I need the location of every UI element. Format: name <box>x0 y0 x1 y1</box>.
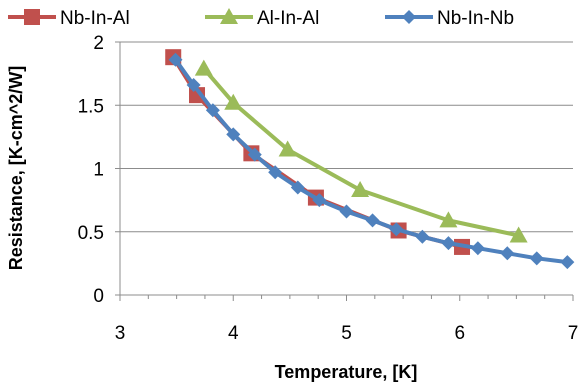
legend-marker <box>220 8 238 24</box>
data-point <box>470 241 485 256</box>
legend-item: Nb-In-Nb <box>385 8 514 29</box>
data-point <box>529 251 544 266</box>
y-tick-label: 0 <box>93 286 104 307</box>
x-tick-label: 3 <box>115 323 126 344</box>
data-point <box>268 165 283 180</box>
data-point <box>500 246 515 261</box>
x-tick-label: 5 <box>341 323 352 344</box>
data-point <box>205 103 220 118</box>
series-Nb-In-Al <box>165 49 471 255</box>
series-Al-In-Al <box>194 59 528 243</box>
y-tick-label: 0.5 <box>78 223 104 244</box>
y-tick-label: 2 <box>93 33 104 54</box>
data-point <box>186 78 201 93</box>
legend-label: Al-In-Al <box>257 8 319 29</box>
data-point <box>247 147 262 162</box>
data-point <box>278 140 297 157</box>
data-point <box>365 213 380 228</box>
x-axis-title: Temperature, [K] <box>275 362 418 382</box>
data-point <box>194 59 213 76</box>
legend-label: Nb-In-Nb <box>437 8 514 29</box>
y-tick-label: 1.5 <box>78 96 104 117</box>
data-point <box>439 211 458 228</box>
data-point <box>560 255 575 270</box>
data-point <box>226 127 241 142</box>
x-tick-label: 4 <box>228 323 239 344</box>
data-point <box>290 180 305 195</box>
legend-label: Nb-In-Al <box>60 8 130 29</box>
y-tick-label: 1 <box>93 160 104 181</box>
data-point <box>339 204 354 219</box>
data-point <box>389 222 404 237</box>
legend-marker <box>402 10 416 24</box>
data-point <box>415 229 430 244</box>
series-group <box>165 49 575 270</box>
data-point <box>224 93 243 110</box>
x-tick-label: 6 <box>454 323 465 344</box>
data-point <box>168 52 183 67</box>
series-Nb-In-Nb <box>168 52 575 270</box>
data-point <box>441 236 456 251</box>
axes: 0 0.5 1 1.5 2 3 4 5 6 7 <box>78 33 579 344</box>
gridlines <box>120 41 573 233</box>
x-tick-label: 7 <box>568 323 579 344</box>
data-point <box>351 181 370 198</box>
data-point <box>312 193 327 208</box>
legend: Nb-In-Al Al-In-Al Nb-In-Nb <box>8 8 514 29</box>
series-line <box>202 67 520 238</box>
legend-item: Nb-In-Al <box>8 8 130 29</box>
y-axis-title: Resistance, [K-cm^2/W] <box>6 66 26 271</box>
legend-marker <box>24 9 40 25</box>
data-point <box>509 226 528 243</box>
legend-item: Al-In-Al <box>205 8 319 29</box>
